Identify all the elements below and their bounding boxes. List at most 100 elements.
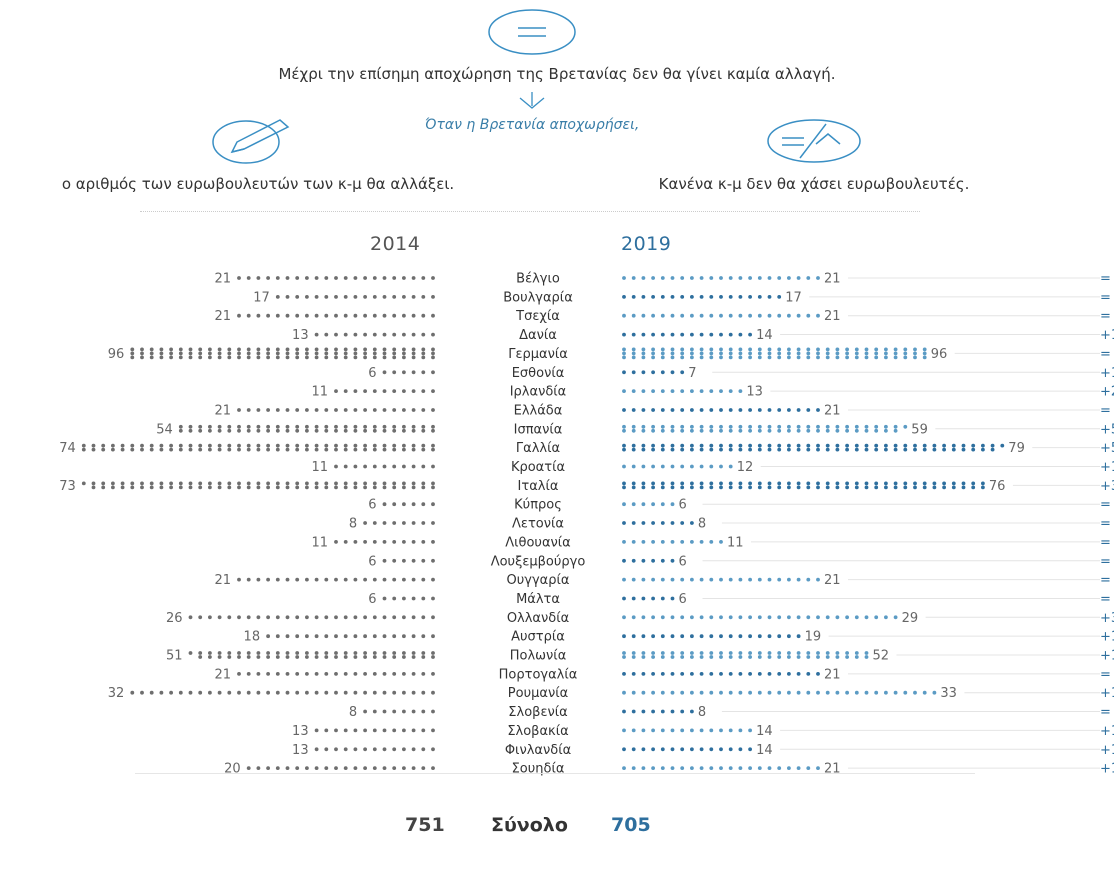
dot-2014 [353,672,358,676]
dot-2014 [324,347,329,352]
dot-2014 [101,443,106,448]
dot-2019 [641,370,646,375]
dot-2014 [285,443,290,448]
change-value: +3 [1100,479,1114,494]
dot-2014 [266,481,270,486]
equals-up-circle-icon [767,119,861,163]
dot-2019 [922,347,927,352]
dot-2019 [796,355,801,360]
dot-2014 [159,443,164,448]
dot-2019 [641,672,646,676]
dot-2014 [363,351,367,356]
dot-2014 [431,540,435,544]
value-2014: 17 [253,290,270,305]
dot-2019 [835,424,840,429]
dot-2014 [285,355,290,360]
dot-2014 [343,347,348,352]
dot-2014 [343,443,348,448]
dot-2014 [411,347,416,352]
dot-2019 [864,655,869,659]
dot-2019 [651,596,655,601]
dot-2019 [748,615,752,620]
dot-2014 [208,355,212,360]
dot-2019 [699,389,704,393]
dot-2019 [690,332,694,337]
dot-2014 [295,355,300,360]
dot-2019 [922,355,927,360]
dot-2019 [854,351,859,356]
dot-2019 [777,651,782,655]
dot-2019 [660,485,665,490]
dot-2014 [334,408,338,412]
dot-2019 [942,447,946,452]
dot-2019 [748,276,752,280]
dot-2014 [217,481,222,486]
dot-2019 [680,577,685,582]
dot-2019 [680,540,685,544]
dot-2019 [864,651,869,655]
dot-2014 [431,672,435,676]
dot-2019 [709,615,714,620]
dot-2014 [246,408,251,412]
dot-2014 [382,540,387,544]
dot-2019 [884,615,888,620]
dot-2019 [719,672,723,676]
dot-2014 [159,351,164,356]
dot-2019 [816,351,820,356]
dot-2019 [738,615,743,620]
dot-2014 [169,485,174,490]
dot-2019 [690,313,694,318]
dot-2014 [402,672,406,676]
dot-2019 [806,481,811,486]
dot-2014 [178,347,183,352]
dot-2014 [285,351,290,356]
dot-2019 [787,447,791,452]
dot-2019 [777,355,782,360]
dot-2014 [111,443,115,448]
dot-2014 [295,672,300,676]
dot-2014 [363,389,367,393]
dot-2019 [806,428,811,433]
dot-2019 [641,747,646,752]
dot-2019 [699,577,704,582]
dot-2014 [363,408,367,412]
dot-2014 [353,464,358,469]
dot-2014 [411,464,416,469]
dot-2019 [641,276,646,280]
dot-2019 [796,428,801,433]
dot-2014 [343,424,348,429]
dot-2014 [343,481,348,486]
dot-2019 [864,481,869,486]
dot-2014 [295,408,300,412]
dot-2019 [680,347,685,352]
dot-2014 [305,355,309,360]
dot-2019 [670,351,675,356]
dot-2014 [411,424,416,429]
dot-2019 [738,313,743,318]
dot-2019 [874,347,879,352]
dot-2019 [699,672,704,676]
dot-2014 [188,355,193,360]
dot-2019 [816,424,820,429]
dot-2019 [738,408,743,412]
dot-2014 [334,428,338,433]
dot-2014 [372,351,377,356]
dot-2014 [392,443,397,448]
change-value: +1 [1100,328,1114,343]
dot-2019 [622,747,626,752]
dot-2014 [314,672,319,676]
dot-2019 [660,651,665,655]
dot-2019 [825,347,830,352]
dot-2014 [295,690,300,695]
dot-2014 [208,651,212,655]
dot-2019 [903,443,908,448]
dot-2014 [411,481,416,486]
dot-2019 [806,485,811,490]
dot-2019 [913,481,917,486]
dot-2019 [622,672,626,676]
dot-2014 [275,408,280,412]
dot-2014 [363,540,367,544]
